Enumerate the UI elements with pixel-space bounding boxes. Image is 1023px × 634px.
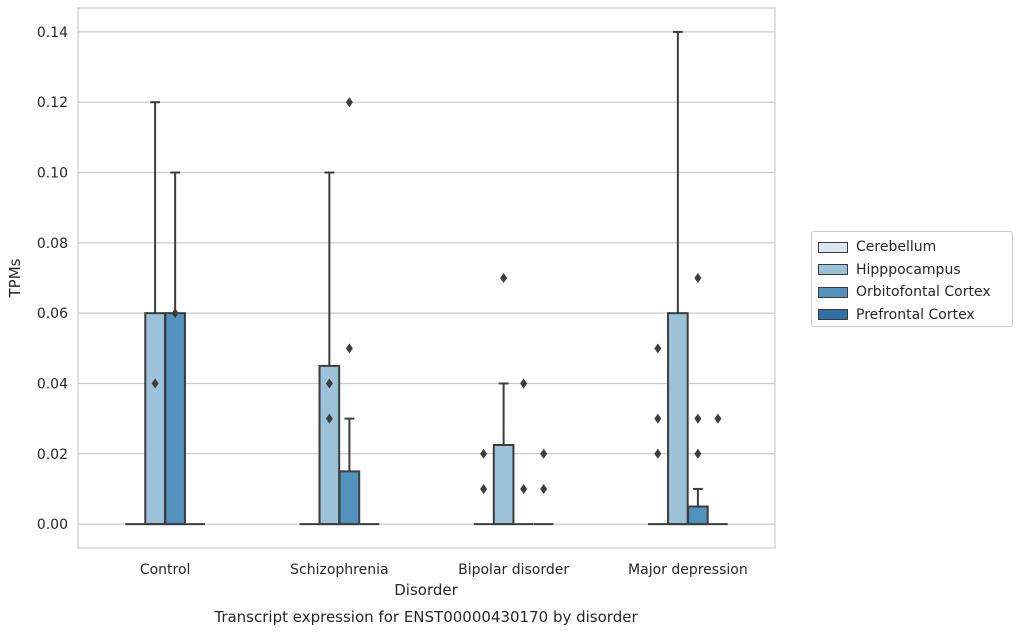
- legend-item: Cerebellum: [818, 236, 1012, 259]
- y-axis-ticks: 0.00 0.02 0.04 0.06 0.08 0.10 0.12 0.14: [37, 25, 68, 533]
- x-tick-label: Major depression: [628, 562, 748, 578]
- legend-item: Prefrontal Cortex: [818, 304, 1012, 327]
- gridlines: [78, 31, 775, 525]
- box-hipppocampus: [144, 101, 166, 526]
- box-cerebellum: [647, 343, 668, 526]
- outlier-point: [171, 308, 179, 319]
- legend-item: Orbitofontal Cortex: [818, 281, 1012, 304]
- box-body: [144, 312, 166, 526]
- outlier-point: [714, 413, 722, 424]
- legend-swatch: [818, 286, 848, 298]
- outlier-point: [654, 343, 662, 354]
- x-axis-ticks: Control Schizophrenia Bipolar disorder Majo…: [140, 562, 748, 578]
- y-tick-label: 0.14: [37, 25, 68, 41]
- box-hipppocampus: [318, 171, 341, 526]
- outlier-point: [694, 273, 702, 283]
- y-tick-label: 0.00: [37, 517, 68, 533]
- box-hipppocampus: [667, 30, 689, 526]
- outlier-point: [654, 413, 662, 424]
- legend-swatch: [818, 241, 848, 253]
- box-body: [492, 443, 515, 526]
- box-body: [667, 312, 689, 526]
- legend-label: Prefrontal Cortex: [856, 306, 975, 323]
- x-tick-label: Bipolar disorder: [458, 562, 569, 578]
- chart-caption: Transcript expression for ENST0000043017…: [213, 608, 638, 626]
- box-body: [687, 505, 709, 526]
- box-cerebellum: [473, 448, 494, 526]
- box-plot-marks: [125, 30, 728, 526]
- plot-frame: [77, 7, 776, 549]
- legend-item: Hipppocampus: [818, 259, 1012, 282]
- outlier-point: [480, 448, 488, 459]
- outlier-point: [520, 378, 528, 389]
- outlier-point: [540, 483, 548, 494]
- x-axis-label: Disorder: [394, 581, 458, 599]
- x-tick-label: Schizophrenia: [290, 562, 388, 578]
- outlier-point: [345, 343, 353, 354]
- y-tick-label: 0.06: [37, 306, 68, 322]
- box-prefrontal-cortex: [533, 448, 554, 526]
- box-orbitofontal-cortex: [338, 97, 361, 526]
- box-body: [164, 312, 186, 526]
- legend-label: Orbitofontal Cortex: [856, 284, 991, 301]
- legend-swatch: [818, 309, 848, 321]
- y-tick-label: 0.04: [37, 376, 68, 392]
- outlier-point: [151, 378, 159, 389]
- outlier-point: [325, 378, 333, 389]
- box-body: [338, 470, 361, 526]
- box-prefrontal-cortex: [708, 413, 728, 526]
- y-tick-label: 0.02: [37, 447, 68, 463]
- outlier-point: [480, 483, 488, 494]
- outlier-point: [694, 448, 702, 459]
- legend-label: Cerebellum: [856, 239, 937, 256]
- box-body: [318, 364, 341, 526]
- x-tick-label: Control: [140, 562, 191, 578]
- y-tick-label: 0.12: [37, 95, 68, 111]
- legend-swatch: [818, 264, 848, 276]
- outlier-point: [325, 413, 333, 424]
- legend-label: Hipppocampus: [856, 261, 961, 278]
- outlier-point: [520, 483, 528, 494]
- box-orbitofontal-cortex: [513, 378, 534, 526]
- outlier-point: [500, 273, 508, 283]
- outlier-point: [540, 448, 548, 459]
- box-hipppocampus: [492, 273, 515, 526]
- box-orbitofontal-cortex: [687, 273, 709, 526]
- y-tick-label: 0.08: [37, 236, 68, 252]
- y-axis-label: TPMs: [6, 258, 24, 298]
- outlier-point: [654, 448, 662, 459]
- box-orbitofontal-cortex: [164, 171, 186, 526]
- y-tick-label: 0.10: [37, 166, 68, 182]
- outlier-point: [345, 97, 353, 108]
- legend: Cerebellum Hipppocampus Orbitofontal Corte…: [811, 231, 1013, 327]
- outlier-point: [694, 413, 702, 424]
